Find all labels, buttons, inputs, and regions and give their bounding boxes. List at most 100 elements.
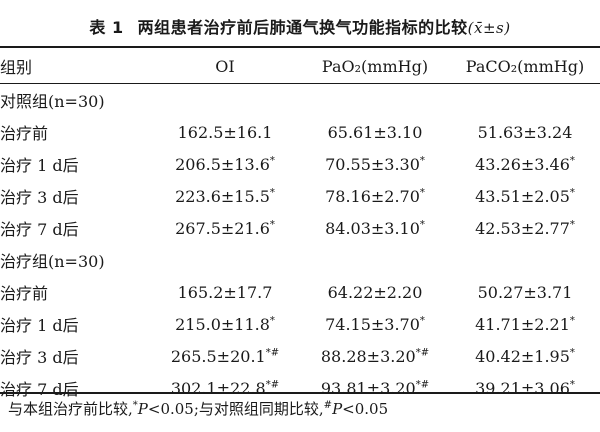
pao2-cell: 70.55±3.30*: [300, 148, 450, 180]
table-title: 两组患者治疗前后肺通气换气功能指标的比较: [137, 18, 468, 37]
table-row: 治疗前 165.2±17.7 64.22±2.20 50.27±3.71: [0, 276, 600, 308]
row-label: 治疗 1 d后: [0, 156, 79, 175]
paco2-cell: 43.51±2.05*: [450, 180, 600, 212]
row-label: 治疗 1 d后: [0, 316, 79, 335]
paco2-cell: 41.71±2.21*: [450, 308, 600, 340]
table-row: 治疗前 162.5±16.1 65.61±3.10 51.63±3.24: [0, 116, 600, 148]
table-stat-notation: (x̄±s): [467, 19, 511, 37]
table-number: 表 1: [89, 18, 124, 37]
significance-mark: *#: [415, 379, 430, 391]
oi-cell-value: 302.1±22.8: [170, 378, 266, 398]
footnote-text-1: 与本组治疗前比较,: [8, 400, 133, 418]
row-label: 治疗 3 d后: [0, 188, 79, 207]
oi-cell-value: 265.5±20.1: [170, 346, 266, 366]
paco2-cell-value: 39.21±3.06: [475, 378, 570, 398]
row-label: 治疗 7 d后: [0, 380, 79, 399]
table-row: 治疗 1 d后 206.5±13.6* 70.55±3.30* 43.26±3.46*: [0, 148, 600, 180]
oi-cell-value: 206.5±13.6: [175, 154, 270, 174]
pao2-cell-value: 84.03±3.10: [325, 218, 420, 238]
significance-mark: *: [569, 315, 575, 327]
significance-mark: *: [419, 315, 425, 327]
header-group: 组别: [0, 58, 33, 77]
significance-mark: *: [569, 187, 575, 199]
table-row: 治疗 7 d后 302.1±22.8*# 93.81±3.20*# 39.21±3.0…: [0, 372, 600, 404]
group-label: 对照组(n=30): [0, 92, 105, 111]
significance-mark: *: [569, 379, 575, 391]
oi-cell: 265.5±20.1*#: [150, 340, 300, 372]
header-rule: [0, 83, 600, 84]
header-oi: OI: [215, 56, 235, 76]
oi-cell: 162.5±16.1: [150, 116, 300, 148]
paco2-cell: 42.53±2.77*: [450, 212, 600, 244]
oi-cell: 223.6±15.5*: [150, 180, 300, 212]
significance-mark: *: [269, 155, 275, 167]
table-footnote: 与本组治疗前比较,*P<0.05;与对照组同期比较,#P<0.05: [8, 398, 388, 419]
paco2-cell: 40.42±1.95*: [450, 340, 600, 372]
significance-mark: *: [569, 347, 575, 359]
oi-cell-value: 215.0±11.8: [175, 314, 270, 334]
paco2-cell-value: 51.63±3.24: [477, 122, 573, 142]
group-label: 治疗组(n=30): [0, 252, 105, 271]
header-row: 组别 OI PaO₂(mmHg) PaCO₂(mmHg): [0, 48, 600, 84]
significance-mark: *: [269, 315, 275, 327]
footnote-p-2: P: [332, 400, 343, 418]
table-row: 治疗 1 d后 215.0±11.8* 74.15±3.70* 41.71±2.21*: [0, 308, 600, 340]
row-label: 治疗前: [0, 284, 49, 303]
oi-cell: 267.5±21.6*: [150, 212, 300, 244]
oi-cell: 165.2±17.7: [150, 276, 300, 308]
paco2-cell: 51.63±3.24: [450, 116, 600, 148]
group-row: 对照组(n=30): [0, 84, 600, 116]
pao2-cell: 74.15±3.70*: [300, 308, 450, 340]
footnote-p-1: P: [137, 400, 148, 418]
paco2-cell-value: 41.71±2.21: [475, 314, 570, 334]
significance-mark: *#: [265, 379, 280, 391]
significance-mark: *: [419, 219, 425, 231]
top-rule: [0, 46, 600, 48]
table-row: 治疗 3 d后 265.5±20.1*# 88.28±3.20*# 40.42±1.9…: [0, 340, 600, 372]
oi-cell: 206.5±13.6*: [150, 148, 300, 180]
pao2-cell: 93.81±3.20*#: [300, 372, 450, 404]
paco2-cell: 39.21±3.06*: [450, 372, 600, 404]
table-row: 治疗 3 d后 223.6±15.5* 78.16±2.70* 43.51±2.05*: [0, 180, 600, 212]
paco2-cell-value: 43.51±2.05: [475, 186, 570, 206]
pao2-cell-value: 64.22±2.20: [327, 282, 423, 302]
oi-cell: 302.1±22.8*#: [150, 372, 300, 404]
footnote-mark-hash: #: [323, 400, 333, 411]
table-caption: 表 1 两组患者治疗前后肺通气换气功能指标的比较(x̄±s): [0, 14, 600, 38]
footnote-text-2: <0.05;与对照组同期比较,: [147, 400, 324, 418]
row-label: 治疗 3 d后: [0, 348, 79, 367]
significance-mark: *: [269, 187, 275, 199]
footnote-text-3: <0.05: [342, 400, 389, 418]
significance-mark: *: [569, 155, 575, 167]
pao2-cell-value: 78.16±2.70: [325, 186, 420, 206]
bottom-rule: [0, 392, 600, 394]
oi-cell-value: 165.2±17.7: [177, 282, 273, 302]
pao2-cell: 84.03±3.10*: [300, 212, 450, 244]
significance-mark: *: [419, 187, 425, 199]
table-row: 治疗 7 d后 267.5±21.6* 84.03±3.10* 42.53±2.77*: [0, 212, 600, 244]
group-row: 治疗组(n=30): [0, 244, 600, 276]
significance-mark: *: [419, 155, 425, 167]
paco2-cell-value: 40.42±1.95: [475, 346, 570, 366]
pao2-cell-value: 70.55±3.30: [325, 154, 420, 174]
comparison-table: 组别 OI PaO₂(mmHg) PaCO₂(mmHg) 对照组(n=30) 治疗…: [0, 48, 600, 404]
pao2-cell-value: 88.28±3.20: [320, 346, 416, 366]
pao2-cell-value: 93.81±3.20: [320, 378, 416, 398]
oi-cell-value: 267.5±21.6: [175, 218, 270, 238]
significance-mark: *#: [265, 347, 280, 359]
significance-mark: *: [569, 219, 575, 231]
paco2-cell: 43.26±3.46*: [450, 148, 600, 180]
oi-cell-value: 223.6±15.5: [175, 186, 270, 206]
pao2-cell: 65.61±3.10: [300, 116, 450, 148]
header-paco2: PaCO₂(mmHg): [465, 56, 585, 76]
pao2-cell: 78.16±2.70*: [300, 180, 450, 212]
pao2-cell-value: 65.61±3.10: [327, 122, 423, 142]
header-pao2: PaO₂(mmHg): [321, 56, 429, 76]
pao2-cell: 64.22±2.20: [300, 276, 450, 308]
pao2-cell-value: 74.15±3.70: [325, 314, 420, 334]
significance-mark: *#: [415, 347, 430, 359]
paco2-cell-value: 50.27±3.71: [477, 282, 573, 302]
row-label: 治疗前: [0, 124, 49, 143]
row-label: 治疗 7 d后: [0, 220, 79, 239]
footnote-mark-star: *: [132, 400, 138, 411]
